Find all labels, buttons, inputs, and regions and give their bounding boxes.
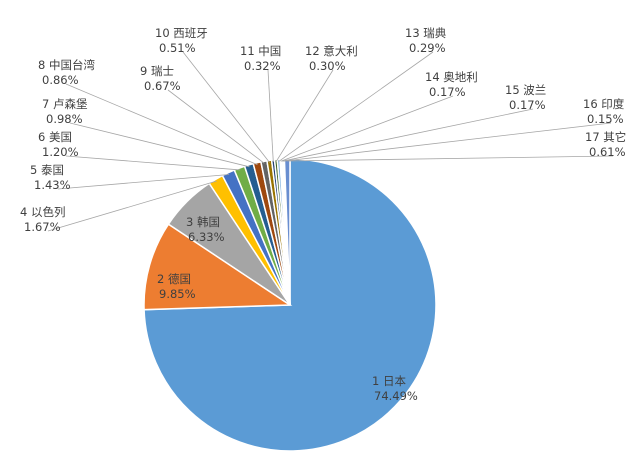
slice-name-label-16: 16 印度 (583, 97, 625, 111)
slice-value-label-10: 0.51% (159, 41, 196, 55)
slice-name-label-8: 8 中国台湾 (38, 58, 95, 72)
slice-value-label-7: 0.98% (46, 112, 83, 126)
slice-name-label-10: 10 西班牙 (155, 26, 208, 40)
slice-name-label-1: 1 日本 (372, 374, 406, 388)
leader-line-7 (69, 122, 250, 168)
slice-name-label-4: 4 以色列 (20, 205, 65, 219)
pie-slices (143, 158, 437, 452)
slice-value-label-9: 0.67% (144, 79, 181, 93)
leader-line-9 (167, 89, 265, 164)
slice-name-label-5: 5 泰国 (30, 163, 64, 177)
leader-line-4 (47, 180, 217, 232)
slice-value-label-2: 9.85% (159, 287, 196, 301)
leader-line-13 (278, 51, 434, 162)
leader-line-10 (182, 51, 270, 163)
slice-value-label-16: 0.15% (587, 112, 624, 126)
slice-name-label-14: 14 奥地利 (425, 70, 478, 84)
slice-name-label-15: 15 波兰 (505, 83, 546, 97)
slice-value-label-3: 6.33% (188, 230, 225, 244)
leader-line-5 (57, 174, 230, 190)
slice-value-label-17: 0.61% (589, 145, 626, 159)
leader-line-6 (65, 155, 241, 171)
slice-value-label-8: 0.86% (42, 73, 79, 87)
slice-name-label-3: 3 韩国 (186, 215, 220, 229)
slice-value-label-15: 0.17% (509, 98, 546, 112)
leader-line-8 (65, 83, 258, 166)
leader-line-12 (275, 69, 334, 162)
leader-line-11 (267, 69, 274, 162)
slice-value-label-12: 0.30% (309, 59, 346, 73)
slice-name-label-17: 17 其它 (585, 130, 626, 144)
leader-line-17 (287, 155, 614, 162)
slice-value-label-4: 1.67% (24, 220, 61, 234)
slice-name-label-9: 9 瑞士 (140, 64, 174, 78)
slice-name-label-7: 7 卢森堡 (42, 97, 88, 111)
slice-value-label-14: 0.17% (429, 85, 466, 99)
slice-value-label-1: 74.49% (374, 389, 418, 403)
slice-value-label-13: 0.29% (409, 41, 446, 55)
slice-name-label-6: 6 美国 (38, 130, 72, 144)
leader-line-15 (282, 108, 534, 162)
leader-line-14 (280, 95, 454, 162)
slice-name-label-13: 13 瑞典 (405, 26, 447, 40)
leader-line-16 (283, 122, 612, 162)
slice-name-label-12: 12 意大利 (305, 44, 358, 58)
pie-slice-2 (143, 223, 293, 311)
leader-lines (47, 51, 614, 232)
slice-value-label-11: 0.32% (244, 59, 281, 73)
slice-name-label-11: 11 中国 (240, 44, 281, 58)
slice-value-label-6: 1.20% (42, 145, 79, 159)
slice-value-label-5: 1.43% (34, 178, 71, 192)
slice-name-label-2: 2 德国 (157, 272, 191, 286)
